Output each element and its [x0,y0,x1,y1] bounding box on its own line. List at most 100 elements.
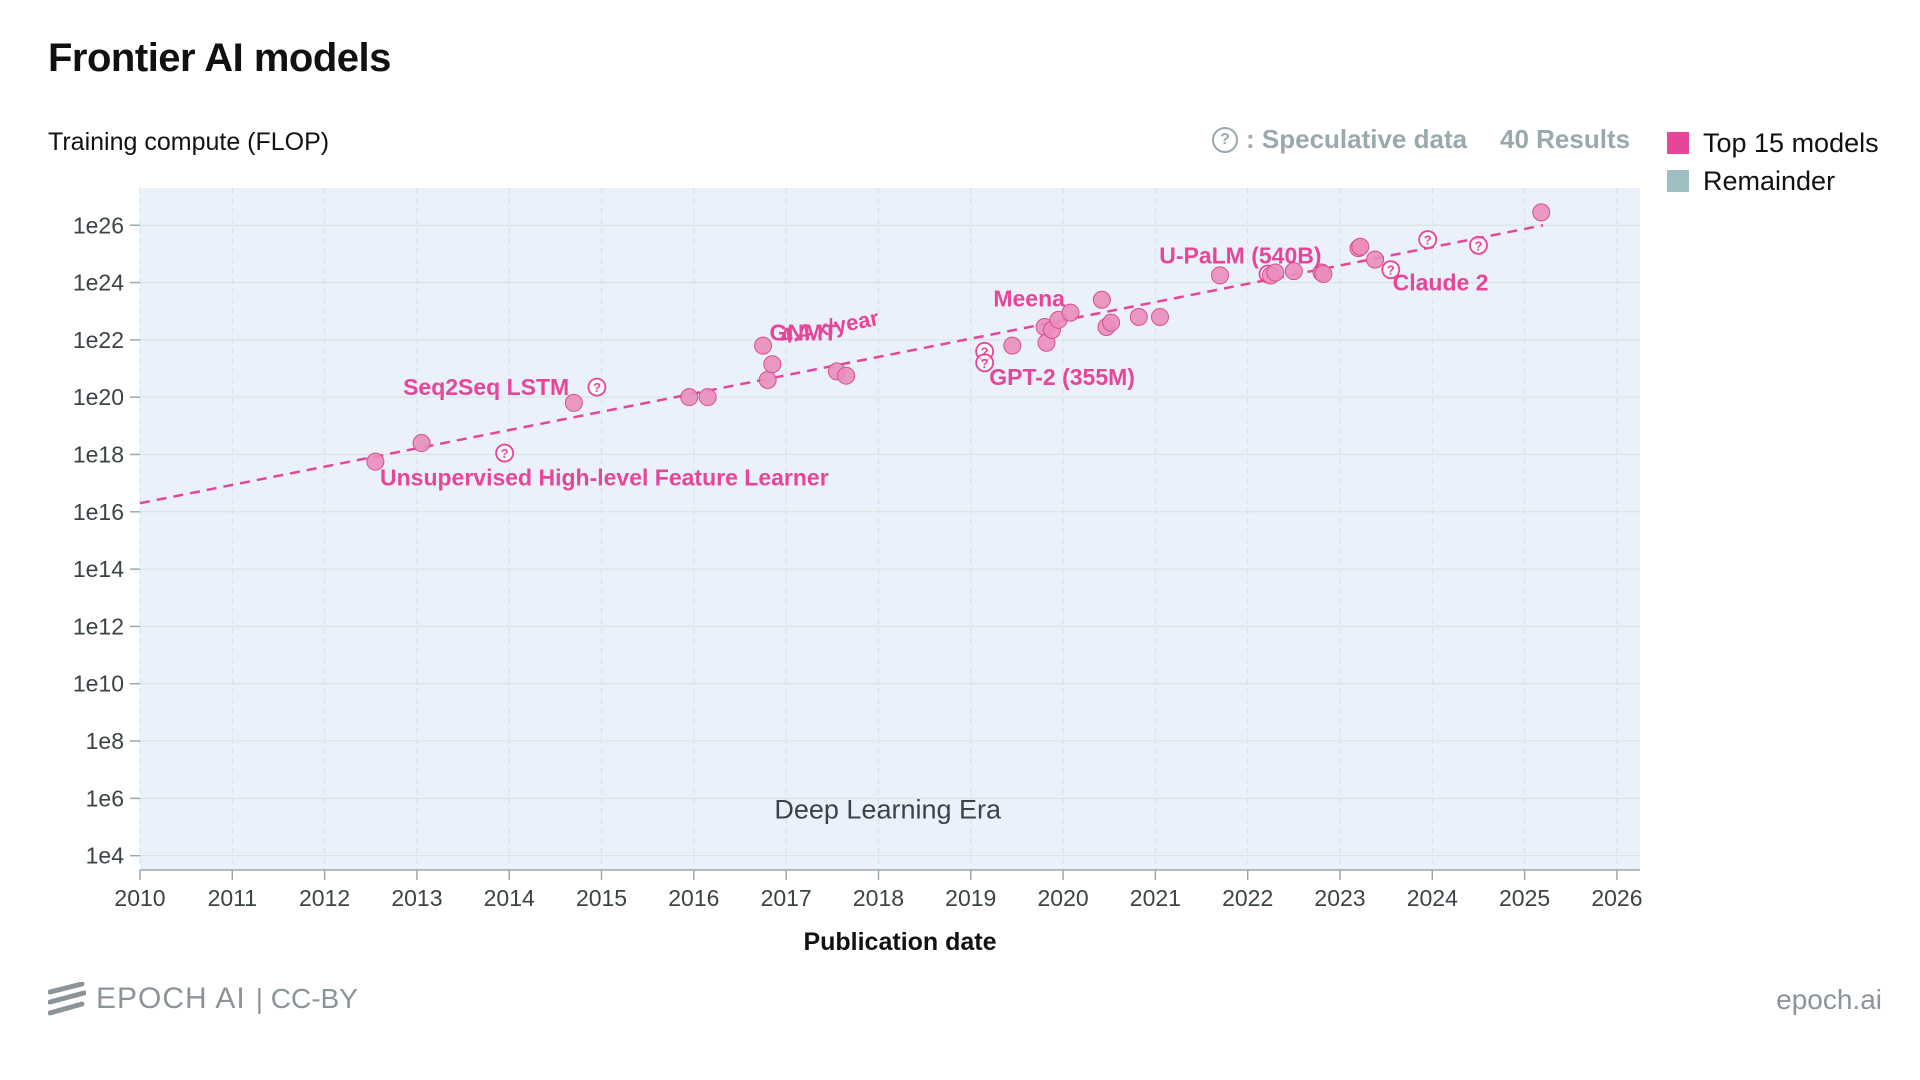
data-point [1266,263,1285,282]
data-point [754,336,773,355]
x-tick-label: 2015 [576,885,627,911]
speculative-point-ring [495,443,515,463]
data-point [1314,264,1333,283]
annotation-label: U-PaLM (540B) [1159,242,1321,268]
speculative-point: ? [1418,230,1438,249]
data-point [1211,266,1229,285]
question-circle-icon: ? [1212,126,1238,153]
y-tick-label: 1e12 [73,613,124,639]
speculative-point-glyph: ? [1387,263,1395,278]
annotation-label: Unsupervised High-level Feature Learner [380,464,829,490]
speculative-point-glyph: ? [1424,233,1432,248]
y-tick-label: 1e22 [73,327,124,353]
legend-swatch-top15 [1667,132,1689,154]
site-link[interactable]: epoch.ai [1776,984,1882,1015]
x-tick-label: 2013 [391,885,442,911]
x-tick-label: 2026 [1591,885,1642,911]
x-tick-label: 2014 [484,885,535,911]
legend-item-top15[interactable]: Top 15 models [1667,124,1879,162]
data-point [1129,307,1148,326]
plot-area [140,188,1640,870]
annotation-label: GPT-2 (355M) [989,364,1135,390]
x-tick-label: 2012 [299,885,350,911]
chart-title: Frontier AI models [48,36,391,80]
license-label: | CC-BY [255,983,358,1014]
data-point [837,366,856,385]
data-point [412,434,431,453]
x-tick-label: 2011 [208,885,257,911]
grid-lines [139,188,1640,870]
model-annotations: Seq2Seq LSTM Unsupervised High-level Feat… [380,242,1488,490]
y-tick-label: 1e18 [73,441,124,467]
x-tick-label: 2018 [853,885,904,911]
data-point [1092,290,1111,309]
epoch-logo-icon [48,982,86,1016]
speculative-point-glyph: ? [593,380,601,395]
data-point [1102,313,1121,332]
y-tick-label: 1e20 [73,384,124,410]
speculative-point-ring [1381,260,1401,280]
speculative-point: ? [1381,260,1401,280]
y-tick-label: 1e8 [86,728,124,754]
y-tick-label: 1e26 [73,212,124,238]
y-tick-label: 1e16 [73,499,124,525]
annotation-label: GNMT [770,320,838,346]
data-point [1532,203,1551,222]
epoch-logo[interactable]: EPOCH AI | CC-BY [48,982,358,1016]
data-point [698,388,717,407]
data-point [366,452,385,471]
data-point [1366,250,1385,269]
x-tick-label: 2020 [1037,885,1088,911]
speculative-point-glyph: ? [1474,238,1482,253]
data-point [1284,262,1303,281]
speculative-point-ring [1469,235,1488,255]
speculative-point-glyph: ? [501,446,509,461]
x-tick-label: 2024 [1407,885,1458,911]
x-tick-label: 2017 [761,885,812,911]
y-tick-label: 1e10 [73,671,124,697]
speculative-point-glyph: ? [981,356,989,371]
data-point [763,355,782,374]
x-tick-label: 2010 [114,885,165,911]
x-axis-ticks: 2010 2011 2012 2013 2014 2015 2016 2017 2018 2019… [114,870,1643,911]
data-point [564,393,583,412]
data-point [1151,307,1169,326]
speculative-data-note: ? : Speculative data [1212,124,1467,155]
speculative-point-ring [1418,230,1438,249]
speculative-point: ? [587,377,607,397]
legend: Top 15 models Remainder [1667,124,1879,200]
x-tick-label: 2025 [1499,885,1550,911]
data-points: ???????? [366,203,1551,471]
speculative-data-label: : Speculative data [1246,124,1468,154]
data-point [1351,237,1370,256]
annotation-label: Seq2Seq LSTM [403,374,569,400]
x-tick-label: 2022 [1222,885,1273,911]
annotation-label: Meena [993,285,1065,311]
speculative-point: ? [495,443,515,463]
data-point [1061,303,1080,322]
y-tick-label: 1e4 [86,843,125,869]
speculative-point-glyph: ? [981,344,989,359]
y-tick-label: 1e24 [73,270,124,296]
legend-label-remainder: Remainder [1703,165,1836,196]
data-point [1003,336,1022,355]
x-tick-label: 2023 [1314,885,1365,911]
y-axis-label: Training compute (FLOP) [48,128,330,156]
results-count: 40 Results [1500,124,1631,154]
annotation-label: Claude 2 [1393,270,1489,296]
x-tick-label: 2019 [945,885,996,911]
y-tick-label: 1e6 [86,785,124,811]
y-axis-ticks: 1e4 1e6 1e8 1e10 1e12 1e14 1e16 1e18 1e20 1e22 1e2… [73,212,140,869]
legend-swatch-remainder [1667,170,1689,192]
legend-item-remainder[interactable]: Remainder [1667,162,1879,200]
x-axis-title: Publication date [803,928,996,956]
data-point [758,370,777,389]
legend-label-top15: Top 15 models [1703,127,1879,158]
x-tick-label: 2021 [1130,885,1181,911]
speculative-point: ? [1469,235,1488,255]
era-label: Deep Learning Era [774,794,1002,824]
data-point [680,388,699,407]
speculative-point: ? [975,353,995,373]
y-tick-label: 1e14 [73,556,124,582]
